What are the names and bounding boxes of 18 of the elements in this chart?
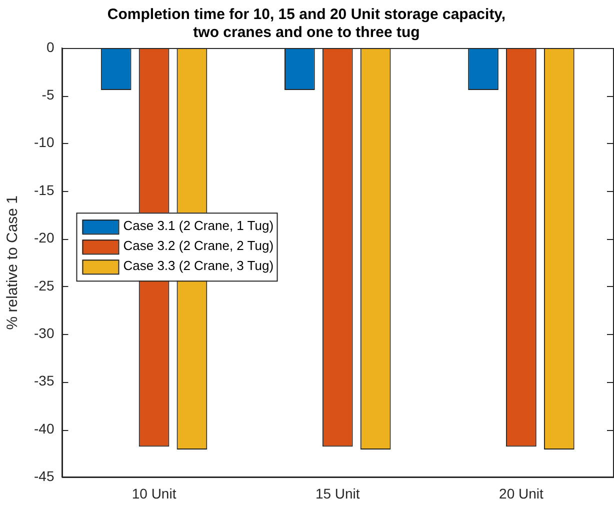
- y-tick-label: -20: [34, 230, 54, 246]
- y-axis-title: % relative to Case 1: [4, 195, 22, 330]
- y-tick-label: -25: [34, 277, 54, 294]
- legend-label: Case 3.3 (2 Crane, 3 Tug): [123, 258, 274, 274]
- x-tick-label: 15 Unit: [315, 485, 360, 502]
- legend-label: Case 3.2 (2 Crane, 2 Tug): [123, 238, 274, 254]
- y-tick-label: -10: [34, 134, 54, 150]
- y-tick-label: -5: [42, 86, 54, 103]
- x-tick-label: 10 Unit: [132, 485, 176, 502]
- y-tick-label: -45: [34, 468, 54, 484]
- y-tick-label: -40: [34, 420, 54, 436]
- y-tick-label: -30: [34, 324, 54, 341]
- legend-label: Case 3.1 (2 Crane, 1 Tug): [123, 218, 274, 234]
- y-tick-label: 0: [46, 38, 54, 55]
- y-tick-label: -15: [34, 182, 54, 198]
- y-tick-label: -35: [34, 372, 54, 389]
- chart-title: Completion time for 10, 15 and 20 Unit storage capacity, two cranes and one to three tug: [107, 6, 506, 42]
- x-tick-label: 20 Unit: [499, 485, 544, 502]
